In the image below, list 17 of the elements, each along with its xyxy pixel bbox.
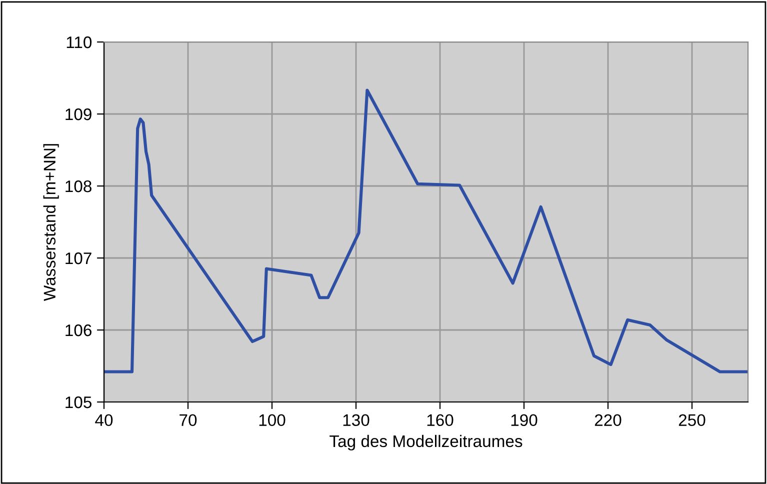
y-tick-label: 107: [66, 252, 92, 264]
x-axis-title: Tag des Modellzeitraumes: [330, 434, 522, 450]
x-tick-label: 70: [180, 414, 197, 426]
y-tick-label: 109: [66, 108, 92, 120]
line-series: [104, 88, 748, 374]
x-tick-label: 160: [427, 414, 454, 426]
x-tick-label: 220: [594, 414, 622, 426]
x-tick-label: 250: [678, 414, 706, 426]
y-tick-label: 110: [66, 36, 92, 48]
y-tick-label: 106: [66, 324, 92, 336]
x-tick-label: 130: [343, 414, 370, 426]
y-axis-title: Wasserstand [m+NN]: [43, 144, 59, 302]
x-tick-label: 40: [95, 414, 113, 426]
y-tick-label: 105: [66, 396, 92, 408]
x-tick-label: 190: [511, 414, 538, 426]
x-tick-label: 100: [259, 414, 286, 426]
y-tick-label: 108: [66, 180, 92, 192]
